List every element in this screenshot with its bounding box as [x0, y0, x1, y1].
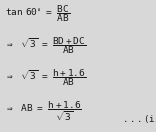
Text: $\mathtt{...(ii)}$: $\mathtt{...(ii)}$	[122, 113, 156, 125]
Text: $\mathtt{\Rightarrow\ \ AB\ =\ \dfrac{h+1.6}{\sqrt{3}}}$: $\mathtt{\Rightarrow\ \ AB\ =\ \dfrac{h+…	[5, 100, 82, 123]
Text: $\mathtt{\Rightarrow\ \ \sqrt{3}\ =\ \dfrac{BD+DC}{AB}}$: $\mathtt{\Rightarrow\ \ \sqrt{3}\ =\ \df…	[5, 35, 86, 56]
Text: $\mathtt{tan\ 60^{\circ}\ =\ \dfrac{BC}{AB}}$: $\mathtt{tan\ 60^{\circ}\ =\ \dfrac{BC}{…	[5, 3, 70, 24]
Text: $\mathtt{\Rightarrow\ \ \sqrt{3}\ =\ \dfrac{h+1.6}{AB}}$: $\mathtt{\Rightarrow\ \ \sqrt{3}\ =\ \df…	[5, 67, 86, 88]
